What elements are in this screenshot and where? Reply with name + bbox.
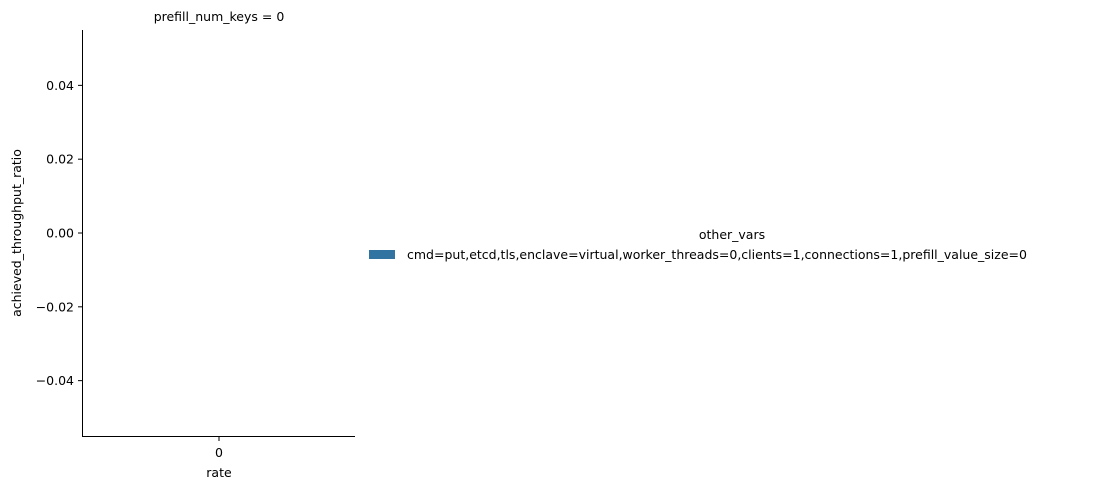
x-ticks: 0 (215, 436, 223, 460)
y-tick-label: −0.02 (36, 299, 74, 314)
legend-swatch (369, 250, 395, 259)
legend-title: other_vars (699, 227, 765, 242)
legend-entry-label: cmd=put,etcd,tls,enclave=virtual,worker_… (407, 247, 1027, 262)
y-tick-label: 0.00 (46, 226, 74, 241)
y-tick-label: 0.02 (46, 152, 74, 167)
x-tick-label: 0 (215, 445, 223, 460)
y-tick-label: −0.04 (36, 373, 74, 388)
chart-title: prefill_num_keys = 0 (154, 9, 285, 24)
legend: other_vars cmd=put,etcd,tls,enclave=virt… (369, 227, 1027, 262)
y-tick-label: 0.04 (46, 78, 74, 93)
y-ticks: −0.04 −0.02 0.00 0.02 0.04 (36, 78, 83, 388)
x-axis-label: rate (206, 465, 232, 480)
y-axis-label: achieved_throughput_ratio (9, 149, 24, 317)
